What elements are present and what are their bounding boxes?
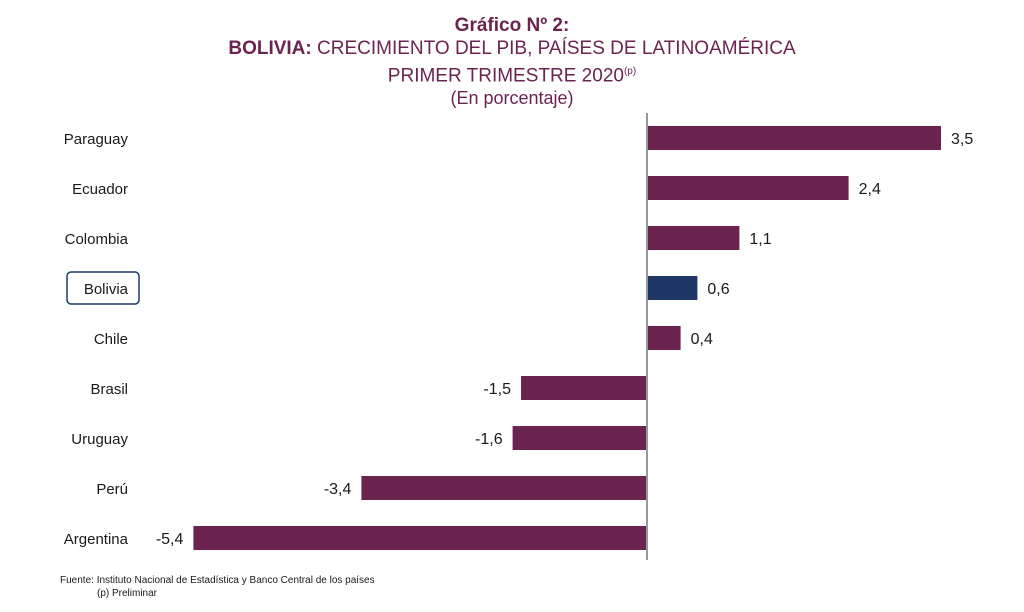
chart-title-block: Gráfico Nº 2: BOLIVIA: CRECIMIENTO DEL P… — [0, 14, 1024, 110]
chart-unit: (En porcentaje) — [450, 88, 574, 109]
category-label: Chile — [94, 331, 128, 348]
chart-period: PRIMER TRIMESTRE 2020(p) — [0, 60, 1024, 87]
value-label: 0,4 — [691, 331, 713, 348]
bar-argentina — [193, 526, 647, 550]
value-label: 0,6 — [707, 281, 729, 298]
bar-chile — [647, 326, 681, 350]
value-label: 2,4 — [859, 181, 881, 198]
category-label: Ecuador — [72, 181, 128, 198]
chart-subtitle: BOLIVIA: CRECIMIENTO DEL PIB, PAÍSES DE … — [0, 37, 1024, 60]
subtitle-text: CRECIMIENTO DEL PIB, PAÍSES DE LATINOAMÉ… — [311, 38, 796, 59]
highlight-box — [66, 271, 140, 305]
footer-source: Fuente: Instituto Nacional de Estadístic… — [60, 575, 375, 586]
subtitle-country: BOLIVIA: — [228, 38, 312, 59]
category-label: Bolivia — [84, 281, 129, 298]
period-text: PRIMER TRIMESTRE 2020 — [387, 65, 624, 87]
category-label: Brasil — [90, 381, 128, 398]
category-label: Paraguay — [64, 131, 129, 148]
category-label: Colombia — [65, 231, 129, 248]
period-superscript: (p) — [623, 66, 637, 77]
footer: Fuente: Instituto Nacional de Estadístic… — [60, 574, 375, 600]
bar-uruguay — [512, 426, 647, 450]
category-label: Argentina — [64, 531, 129, 548]
bar-ecuador — [647, 176, 849, 200]
value-label: -5,4 — [156, 531, 184, 548]
value-label: 3,5 — [951, 131, 973, 148]
value-label: -3,4 — [324, 481, 352, 498]
bar-brasil — [521, 376, 647, 400]
value-label: 1,1 — [749, 231, 771, 248]
footer-note: (p) Preliminar — [97, 588, 158, 599]
bar-paraguay — [647, 126, 941, 150]
value-label: -1,6 — [475, 431, 503, 448]
bar-colombia — [647, 226, 740, 250]
bar-perú — [361, 476, 647, 500]
category-label: Perú — [96, 481, 128, 498]
category-label: Uruguay — [71, 431, 128, 448]
chart-title: Gráfico Nº 2: — [454, 15, 570, 36]
bar-bolivia — [647, 276, 698, 300]
value-label: -1,5 — [483, 381, 511, 398]
